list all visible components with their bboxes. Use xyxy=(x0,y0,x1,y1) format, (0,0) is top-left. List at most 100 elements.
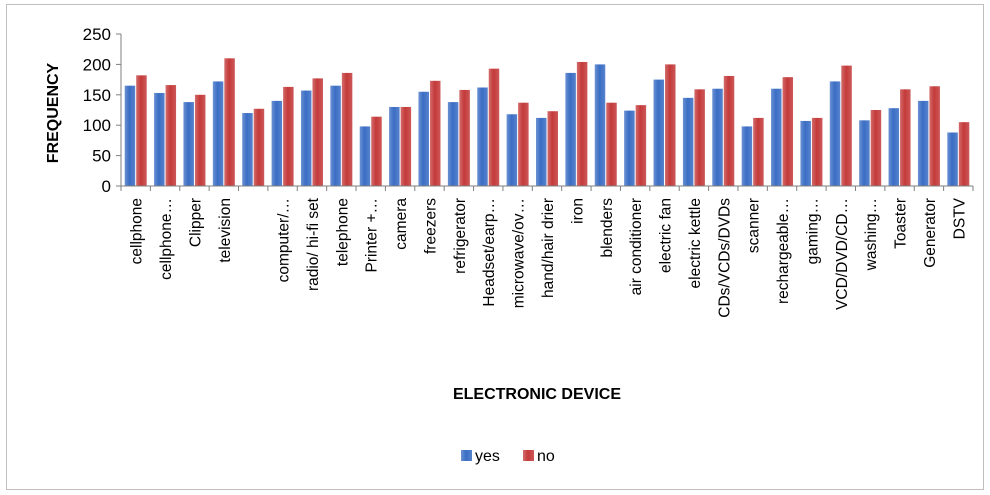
bar-no xyxy=(283,86,294,186)
y-tick-label: 0 xyxy=(102,177,111,196)
bar-yes xyxy=(242,113,253,186)
bars xyxy=(124,58,970,186)
x-category-label: cellphone xyxy=(129,198,146,264)
x-category-label: refrigerator xyxy=(452,198,469,274)
bar-no xyxy=(400,106,412,186)
x-category-label: electric fan xyxy=(658,198,675,273)
bar-yes xyxy=(418,91,429,186)
x-category-label: air conditioner xyxy=(628,198,645,295)
chart-frame: 0 50 100 150 200 250 cellphone cellphone… Clipp… xyxy=(6,4,984,490)
x-axis-title: ELECTRONIC DEVICE xyxy=(453,386,621,403)
bar-yes xyxy=(536,117,547,186)
bar-no xyxy=(224,58,235,186)
bar-no xyxy=(576,61,588,186)
x-category-label: radio/ hi-fi set xyxy=(305,197,322,291)
bar-no xyxy=(753,117,764,186)
x-category-label: camera xyxy=(393,198,410,250)
y-axis-title: FREQUENCY xyxy=(45,62,62,163)
bar-no xyxy=(371,116,382,186)
bar-yes xyxy=(859,120,870,186)
bar-no xyxy=(136,75,147,186)
bar-yes xyxy=(506,114,518,186)
bar-no xyxy=(900,89,911,186)
bar-no xyxy=(165,85,177,186)
bar-no xyxy=(958,122,970,186)
bar-no xyxy=(929,86,940,186)
bar-yes xyxy=(653,79,665,186)
bar-yes xyxy=(389,106,400,186)
bar-no xyxy=(341,72,353,186)
bar-no xyxy=(194,94,206,186)
bar-yes xyxy=(712,88,723,186)
bar-yes xyxy=(800,120,811,186)
bar-yes xyxy=(330,85,341,186)
x-category-label: washing… xyxy=(863,198,880,271)
bar-no xyxy=(429,80,441,186)
bar-no xyxy=(782,77,794,186)
bar-yes xyxy=(477,87,488,186)
x-category-label: television xyxy=(217,198,234,263)
x-category-label: cellphone… xyxy=(158,198,175,280)
bar-yes xyxy=(888,108,900,186)
x-category-label: scanner xyxy=(746,198,763,253)
bar-yes xyxy=(300,90,312,186)
bar-yes xyxy=(829,81,841,186)
y-axis: 0 50 100 150 200 250 xyxy=(83,25,122,196)
legend-swatch-yes xyxy=(461,450,472,461)
x-category-label: Headset/earp… xyxy=(481,198,498,307)
bar-no xyxy=(694,89,705,186)
x-category-label: CDs/VCDs/DVDs xyxy=(716,198,733,318)
bar-no xyxy=(547,111,558,186)
bar-no xyxy=(841,65,852,186)
x-category-label: gaming… xyxy=(804,198,821,264)
bar-yes xyxy=(771,88,782,186)
y-tick-label: 200 xyxy=(83,55,111,74)
bar-no xyxy=(635,105,647,186)
legend: yes no xyxy=(461,448,555,465)
x-category-label: iron xyxy=(569,198,586,224)
legend-label-yes: yes xyxy=(475,448,500,465)
bar-yes xyxy=(947,132,958,186)
bar-no xyxy=(459,89,470,186)
bar-no xyxy=(488,68,500,186)
y-tick-label: 100 xyxy=(83,116,111,135)
bar-no xyxy=(870,110,882,186)
bar-yes xyxy=(271,100,283,186)
bar-yes xyxy=(154,92,165,186)
bar-chart: 0 50 100 150 200 250 cellphone cellphone… Clipp… xyxy=(45,25,974,465)
x-category-label: Printer +… xyxy=(364,198,381,273)
bar-no xyxy=(518,102,529,186)
bar-yes xyxy=(624,110,635,186)
bar-yes xyxy=(917,100,929,186)
x-axis: cellphone cellphone… Clipper television comp… xyxy=(120,185,974,318)
x-category-label: freezers xyxy=(422,198,439,254)
x-category-label: telephone xyxy=(334,198,351,266)
x-category-label: computer/… xyxy=(276,198,293,282)
legend-label-no: no xyxy=(537,448,555,465)
bar-yes xyxy=(359,126,371,186)
x-category-label: VCD/DVD/CD… xyxy=(834,198,851,310)
bar-no xyxy=(811,117,823,186)
bar-yes xyxy=(124,85,136,186)
bar-no xyxy=(665,64,676,186)
bar-yes xyxy=(565,72,576,186)
y-tick-label: 50 xyxy=(92,147,111,166)
bar-no xyxy=(253,108,265,186)
bar-yes xyxy=(594,64,606,186)
y-tick-label: 250 xyxy=(83,25,111,44)
bar-yes xyxy=(447,102,459,186)
bar-yes xyxy=(183,102,194,186)
bar-no xyxy=(606,102,617,186)
x-category-label: Generator xyxy=(922,198,939,268)
bar-no xyxy=(312,78,323,186)
y-tick-label: 150 xyxy=(83,86,111,105)
x-category-label: microwave/ov… xyxy=(511,198,528,308)
bar-yes xyxy=(741,126,753,186)
x-category-label: rechargeable… xyxy=(775,198,792,304)
bar-no xyxy=(723,75,735,186)
x-category-label: electric kettle xyxy=(687,198,704,288)
legend-swatch-no xyxy=(523,450,534,461)
x-category-label: Toaster xyxy=(893,198,910,249)
x-category-label: Clipper xyxy=(187,198,204,247)
x-category-label: DSTV xyxy=(951,197,968,239)
